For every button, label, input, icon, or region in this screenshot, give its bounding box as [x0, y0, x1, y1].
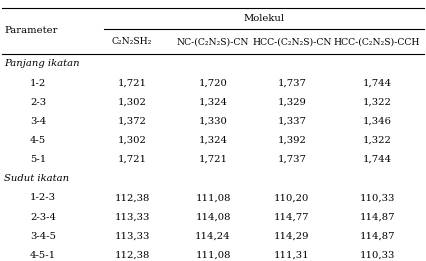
Text: 1,720: 1,720 — [199, 79, 227, 88]
Text: 1,372: 1,372 — [118, 117, 147, 126]
Text: 1,324: 1,324 — [199, 98, 227, 107]
Text: HCC-(C₂N₂S)-CCH: HCC-(C₂N₂S)-CCH — [334, 37, 420, 46]
Text: 112,38: 112,38 — [114, 251, 150, 260]
Text: 110,20: 110,20 — [274, 193, 310, 203]
Text: 4-5: 4-5 — [30, 136, 46, 145]
Text: 1,737: 1,737 — [277, 79, 306, 88]
Text: 113,33: 113,33 — [114, 232, 150, 241]
Text: 111,08: 111,08 — [195, 193, 231, 203]
Text: 114,87: 114,87 — [359, 232, 395, 241]
Text: 1,302: 1,302 — [118, 136, 147, 145]
Text: HCC-(C₂N₂S)-CN: HCC-(C₂N₂S)-CN — [252, 37, 331, 46]
Text: 1,322: 1,322 — [363, 136, 391, 145]
Text: 1,302: 1,302 — [118, 98, 147, 107]
Text: Molekul: Molekul — [244, 14, 285, 23]
Text: 1,721: 1,721 — [118, 79, 147, 88]
Text: 1,737: 1,737 — [277, 155, 306, 164]
Text: 113,33: 113,33 — [114, 212, 150, 222]
Text: 1,721: 1,721 — [199, 155, 227, 164]
Text: 1,330: 1,330 — [199, 117, 227, 126]
Text: 114,87: 114,87 — [359, 212, 395, 222]
Text: 114,24: 114,24 — [195, 232, 231, 241]
Text: 3-4: 3-4 — [30, 117, 46, 126]
Text: 1,721: 1,721 — [118, 155, 147, 164]
Text: 1-2: 1-2 — [30, 79, 46, 88]
Text: 111,31: 111,31 — [274, 251, 310, 260]
Text: 1,744: 1,744 — [363, 155, 391, 164]
Text: 2-3: 2-3 — [30, 98, 46, 107]
Text: 112,38: 112,38 — [114, 193, 150, 203]
Text: C₂N₂SH₂: C₂N₂SH₂ — [112, 37, 152, 46]
Text: 2-3-4: 2-3-4 — [30, 212, 56, 222]
Text: 1,324: 1,324 — [199, 136, 227, 145]
Text: 111,08: 111,08 — [195, 251, 231, 260]
Text: NC-(C₂N₂S)-CN: NC-(C₂N₂S)-CN — [177, 37, 249, 46]
Text: 1-2-3: 1-2-3 — [30, 193, 56, 203]
Text: 1,346: 1,346 — [363, 117, 391, 126]
Text: 1,329: 1,329 — [277, 98, 306, 107]
Text: Panjang ikatan: Panjang ikatan — [4, 59, 80, 68]
Text: 114,29: 114,29 — [274, 232, 310, 241]
Text: 1,744: 1,744 — [363, 79, 391, 88]
Text: 1,337: 1,337 — [277, 117, 306, 126]
Text: 5-1: 5-1 — [30, 155, 46, 164]
Text: 1,392: 1,392 — [277, 136, 306, 145]
Text: 4-5-1: 4-5-1 — [30, 251, 56, 260]
Text: 110,33: 110,33 — [359, 193, 395, 203]
Text: 3-4-5: 3-4-5 — [30, 232, 56, 241]
Text: 114,77: 114,77 — [274, 212, 310, 222]
Text: Parameter: Parameter — [4, 26, 58, 35]
Text: 110,33: 110,33 — [359, 251, 395, 260]
Text: 1,322: 1,322 — [363, 98, 391, 107]
Text: 114,08: 114,08 — [195, 212, 231, 222]
Text: Sudut ikatan: Sudut ikatan — [4, 174, 69, 183]
